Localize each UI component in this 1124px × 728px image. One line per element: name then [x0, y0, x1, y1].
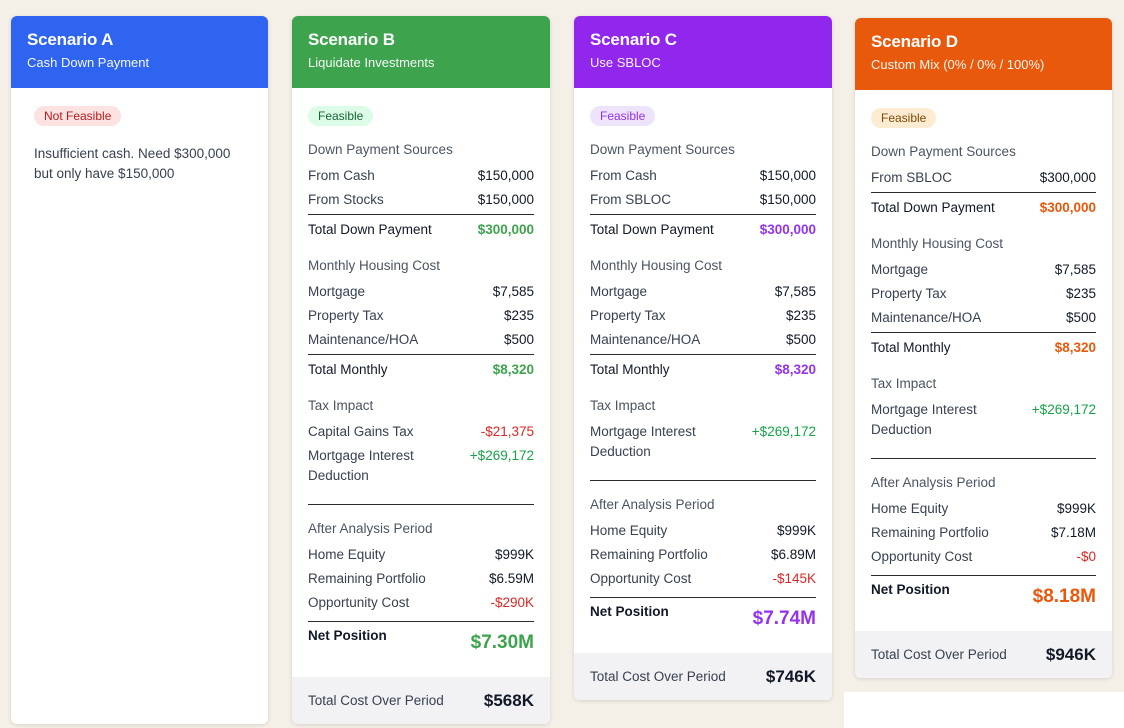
section-title-down-payment: Down Payment Sources [871, 144, 1016, 159]
list-item: Home Equity $999K [590, 523, 816, 538]
scenario-a-card: Scenario A Cash Down Payment Not Feasibl… [11, 16, 268, 724]
list-item: Remaining Portfolio $6.59M [308, 571, 534, 586]
scenario-b-subtitle: Liquidate Investments [308, 55, 435, 70]
net-position-row: Net Position $8.18M [871, 575, 1096, 608]
total-monthly-row: Total Monthly $8,320 [590, 354, 816, 382]
scenario-d-title: Scenario D [871, 32, 958, 51]
scenario-a-subtitle: Cash Down Payment [27, 55, 150, 70]
scenario-b-header: Scenario B Liquidate Investments [292, 16, 550, 88]
total-monthly-row: Total Monthly $8,320 [308, 354, 534, 382]
net-position-row: Net Position $7.74M [590, 597, 816, 630]
list-item: Mortgage Interest Deduction +$269,172 [871, 402, 1096, 437]
scenario-d-header: Scenario D Custom Mix (0% / 0% / 100%) [855, 18, 1112, 90]
section-title-down-payment: Down Payment Sources [308, 142, 453, 157]
list-item: Remaining Portfolio $6.89M [590, 547, 816, 562]
list-item: Home Equity $999K [308, 547, 534, 562]
list-item: From Stocks $150,000 [308, 192, 534, 207]
list-item: From Cash $150,000 [590, 168, 816, 183]
list-item: Mortgage $7,585 [308, 284, 534, 299]
list-item: Property Tax $235 [871, 286, 1096, 301]
net-position-row: Net Position $7.30M [308, 621, 534, 654]
list-item: Mortgage Interest Deduction +$269,172 [590, 424, 816, 459]
section-title-monthly: Monthly Housing Cost [871, 236, 1004, 251]
list-item: Home Equity $999K [871, 501, 1096, 516]
status-badge: Not Feasible [34, 106, 122, 126]
total-down-payment-row: Total Down Payment $300,000 [590, 214, 816, 242]
section-title-monthly: Monthly Housing Cost [308, 258, 441, 273]
section-title-after: After Analysis Period [590, 497, 715, 512]
status-badge: Feasible [590, 106, 656, 126]
scenario-a-header: Scenario A Cash Down Payment [11, 16, 268, 88]
list-item: Property Tax $235 [308, 308, 534, 323]
list-item: Capital Gains Tax -$21,375 [308, 424, 534, 439]
scenario-a-title: Scenario A [27, 30, 114, 49]
status-badge: Feasible [871, 108, 937, 128]
list-item: From SBLOC $300,000 [871, 170, 1096, 185]
section-divider [871, 458, 1096, 459]
list-item: Maintenance/HOA $500 [308, 332, 534, 347]
scenario-d-card: Scenario D Custom Mix (0% / 0% / 100%) F… [855, 18, 1112, 678]
list-item: From Cash $150,000 [308, 168, 534, 183]
section-title-tax: Tax Impact [308, 398, 374, 413]
blank-area [844, 692, 1124, 728]
section-title-down-payment: Down Payment Sources [590, 142, 735, 157]
list-item: From SBLOC $150,000 [590, 192, 816, 207]
list-item: Property Tax $235 [590, 308, 816, 323]
list-item: Opportunity Cost -$0 [871, 549, 1096, 564]
infeasible-message: Insufficient cash. Need $300,000 but onl… [34, 146, 231, 181]
list-item: Mortgage $7,585 [590, 284, 816, 299]
section-title-after: After Analysis Period [871, 475, 996, 490]
section-divider [308, 504, 534, 505]
scenario-b-title: Scenario B [308, 30, 395, 49]
total-cost-footer: Total Cost Over Period $946K [855, 631, 1112, 678]
scenario-c-subtitle: Use SBLOC [590, 55, 661, 70]
scenario-d-subtitle: Custom Mix (0% / 0% / 100%) [871, 57, 1045, 72]
total-down-payment-row: Total Down Payment $300,000 [871, 192, 1096, 220]
list-item: Opportunity Cost -$145K [590, 571, 816, 586]
scenario-c-card: Scenario C Use SBLOC Feasible Down Payme… [574, 16, 832, 700]
list-item: Mortgage $7,585 [871, 262, 1096, 277]
section-title-tax: Tax Impact [590, 398, 656, 413]
section-title-monthly: Monthly Housing Cost [590, 258, 723, 273]
scenario-c-header: Scenario C Use SBLOC [574, 16, 832, 88]
list-item: Maintenance/HOA $500 [590, 332, 816, 347]
total-cost-footer: Total Cost Over Period $746K [574, 653, 832, 700]
status-badge: Feasible [308, 106, 374, 126]
total-down-payment-row: Total Down Payment $300,000 [308, 214, 534, 242]
total-monthly-row: Total Monthly $8,320 [871, 332, 1096, 360]
section-title-after: After Analysis Period [308, 521, 433, 536]
scenario-c-title: Scenario C [590, 30, 677, 49]
list-item: Maintenance/HOA $500 [871, 310, 1096, 325]
list-item: Remaining Portfolio $7.18M [871, 525, 1096, 540]
scenario-b-card: Scenario B Liquidate Investments Feasibl… [292, 16, 550, 724]
section-title-tax: Tax Impact [871, 376, 937, 391]
section-divider [590, 480, 816, 481]
list-item: Mortgage Interest Deduction +$269,172 [308, 448, 534, 483]
total-cost-footer: Total Cost Over Period $568K [292, 677, 550, 724]
list-item: Opportunity Cost -$290K [308, 595, 534, 610]
